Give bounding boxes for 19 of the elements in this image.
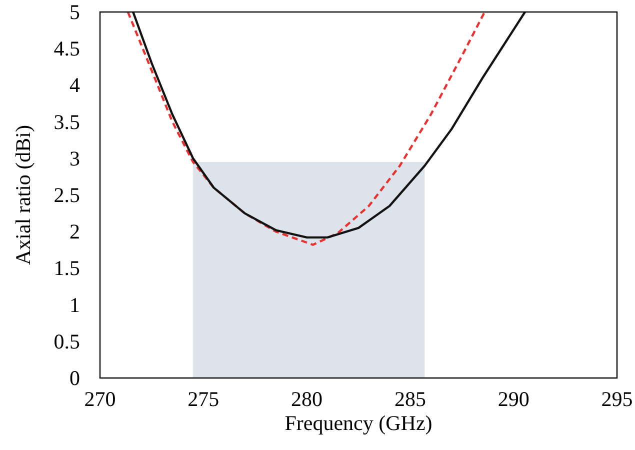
y-tick-label: 4 xyxy=(70,73,80,98)
y-tick-label: 2.5 xyxy=(54,183,80,207)
x-tick-label: 270 xyxy=(84,387,116,411)
y-tick-label: 4.5 xyxy=(54,36,80,61)
y-tick-label: 0.5 xyxy=(54,329,80,354)
y-tick-label: 3 xyxy=(70,146,80,170)
y-tick-label: 0 xyxy=(70,366,80,390)
y-tick-label: 3.5 xyxy=(54,110,80,134)
x-tick-label: 295 xyxy=(601,387,633,411)
y-tick-label: 5 xyxy=(70,0,80,24)
x-tick-label: 290 xyxy=(498,387,530,411)
y-axis-title: Axial ratio (dBi) xyxy=(11,125,35,265)
y-tick-label: 2 xyxy=(70,220,80,244)
y-tick-label: 1.5 xyxy=(54,256,80,280)
y-tick-label: 1 xyxy=(70,292,80,317)
x-axis-title: Frequency (GHz) xyxy=(284,411,432,435)
x-tick-label: 275 xyxy=(188,387,220,411)
x-tick-label: 285 xyxy=(394,387,426,411)
x-tick-label: 280 xyxy=(291,387,323,411)
